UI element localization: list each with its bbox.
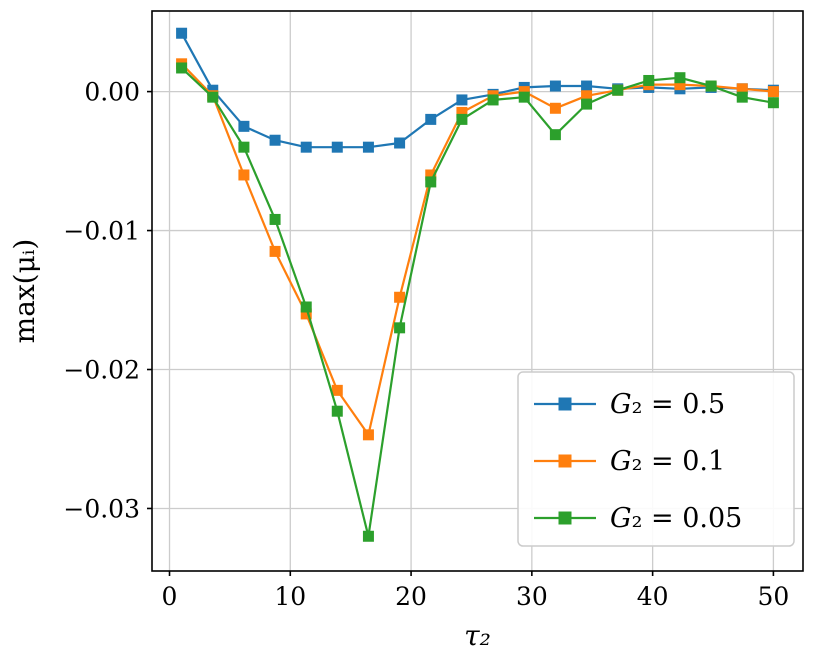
x-tick-label: 30 — [516, 582, 548, 611]
series-marker-2 — [300, 301, 312, 313]
series-marker-1 — [456, 106, 468, 118]
series-marker-1 — [425, 169, 437, 181]
series-marker-2 — [549, 129, 561, 141]
y-tick-label: −0.01 — [63, 217, 140, 246]
series-marker-1 — [300, 308, 312, 320]
series-marker-2 — [425, 176, 437, 188]
series-marker-0 — [362, 141, 374, 153]
series-marker-2 — [767, 97, 779, 109]
series-marker-2 — [705, 80, 717, 92]
series-marker-1 — [549, 102, 561, 114]
legend-label-0: G₂ = 0.5 — [610, 389, 725, 420]
series-marker-1 — [362, 429, 374, 441]
x-tick-label: 0 — [162, 582, 178, 611]
axes-spines — [151, 10, 804, 572]
series-marker-1 — [581, 90, 593, 102]
series-marker-1 — [331, 384, 343, 396]
series-marker-2 — [612, 84, 624, 96]
series-marker-2 — [736, 91, 748, 103]
series-marker-2 — [518, 91, 530, 103]
series-marker-0 — [176, 27, 188, 39]
series-marker-1 — [767, 86, 779, 98]
series-marker-0 — [300, 141, 312, 153]
series-marker-2 — [487, 94, 499, 106]
series-marker-1 — [269, 245, 281, 257]
y-tick-label: −0.02 — [63, 356, 140, 385]
x-tick-label: 10 — [274, 582, 306, 611]
legend-box — [517, 371, 795, 547]
series-marker-0 — [425, 113, 437, 125]
series-marker-1 — [736, 83, 748, 95]
series-marker-1 — [518, 86, 530, 98]
series-marker-0 — [394, 137, 406, 149]
series-marker-0 — [207, 84, 219, 96]
series-marker-0 — [549, 80, 561, 92]
series-marker-0 — [581, 80, 593, 92]
series-marker-0 — [456, 94, 468, 106]
series-marker-1 — [238, 169, 250, 181]
legend-sample-marker-1 — [558, 454, 572, 468]
series-marker-0 — [238, 120, 250, 132]
legend-label-2: G₂ = 0.05 — [610, 503, 742, 534]
series-marker-0 — [269, 134, 281, 146]
series-marker-2 — [207, 91, 219, 103]
y-axis-label: max(μᵢ) — [8, 239, 41, 344]
legend-sample-marker-2 — [558, 511, 572, 525]
y-tick-label: −0.03 — [63, 494, 140, 523]
x-tick-label: 20 — [395, 582, 427, 611]
series-marker-2 — [269, 213, 281, 225]
series-marker-0 — [331, 141, 343, 153]
legend-label-1: G₂ = 0.1 — [610, 446, 725, 477]
series-marker-2 — [456, 113, 468, 125]
series-marker-2 — [643, 74, 655, 86]
series-marker-1 — [394, 291, 406, 303]
series-marker-2 — [394, 322, 406, 334]
legend-sample-marker-0 — [558, 397, 572, 411]
x-tick-label: 50 — [758, 582, 790, 611]
series-marker-2 — [674, 72, 686, 84]
series-marker-2 — [176, 62, 188, 74]
series-marker-2 — [238, 141, 250, 153]
series-marker-2 — [331, 405, 343, 417]
series-marker-2 — [581, 98, 593, 110]
x-tick-label: 40 — [637, 582, 669, 611]
x-axis-label: τ₂ — [464, 619, 491, 652]
series-marker-2 — [362, 530, 374, 542]
y-tick-label: 0.00 — [84, 78, 140, 107]
series-marker-1 — [674, 79, 686, 91]
